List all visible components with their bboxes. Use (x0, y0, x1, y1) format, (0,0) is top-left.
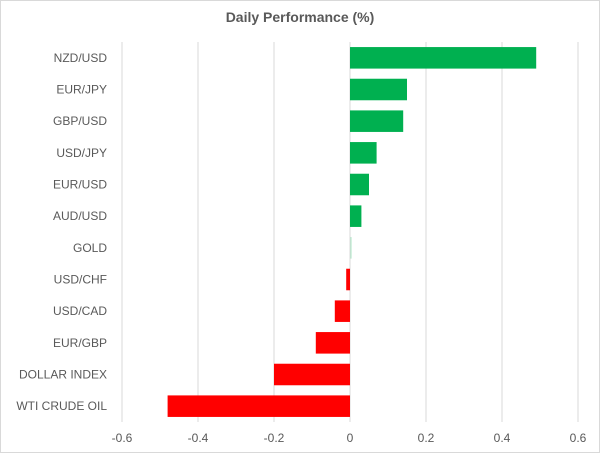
chart-title: Daily Performance (%) (225, 9, 375, 25)
x-tick-label: -0.6 (112, 431, 133, 445)
category-label: USD/CAD (53, 304, 107, 318)
category-label: EUR/GBP (53, 336, 107, 350)
bar-usd-chf (346, 268, 350, 291)
bars (167, 47, 537, 417)
category-label: WTI CRUDE OIL (16, 399, 107, 413)
bar-usd-jpy (350, 142, 377, 164)
category-label: GOLD (73, 241, 107, 255)
category-label: EUR/JPY (56, 83, 107, 97)
category-label: EUR/USD (53, 178, 107, 192)
bar-gbp-usd (350, 110, 404, 132)
bar-eur-usd (350, 173, 369, 196)
x-tick-label: 0.2 (418, 431, 435, 445)
category-label: USD/CHF (54, 273, 107, 287)
x-tick-label: 0 (347, 431, 354, 445)
category-labels: NZD/USD EUR/JPY GBP/USD USD/JPY EUR/USD AUD/U… (16, 51, 107, 413)
bar-usd-cad (334, 300, 350, 322)
bar-eur-gbp (315, 332, 350, 354)
category-label: DOLLAR INDEX (19, 368, 107, 382)
category-label: NZD/USD (54, 51, 108, 65)
gridlines (121, 42, 579, 422)
category-label: AUD/USD (53, 209, 107, 223)
bar-wti-crude-oil (167, 395, 350, 417)
x-tick-labels: -0.6 -0.4 -0.2 0 0.2 0.4 0.6 (112, 431, 587, 445)
category-label: GBP/USD (53, 114, 107, 128)
bar-gold (350, 237, 352, 259)
x-tick-label: -0.4 (188, 431, 209, 445)
category-label: USD/JPY (56, 146, 107, 160)
x-tick-label: 0.4 (494, 431, 511, 445)
bar-nzd-usd (350, 47, 537, 69)
bar-eur-jpy (350, 78, 407, 101)
bar-aud-usd (350, 205, 362, 227)
x-tick-label: 0.6 (570, 431, 587, 445)
bar-dollar-index (274, 363, 350, 386)
x-tick-label: -0.2 (264, 431, 285, 445)
